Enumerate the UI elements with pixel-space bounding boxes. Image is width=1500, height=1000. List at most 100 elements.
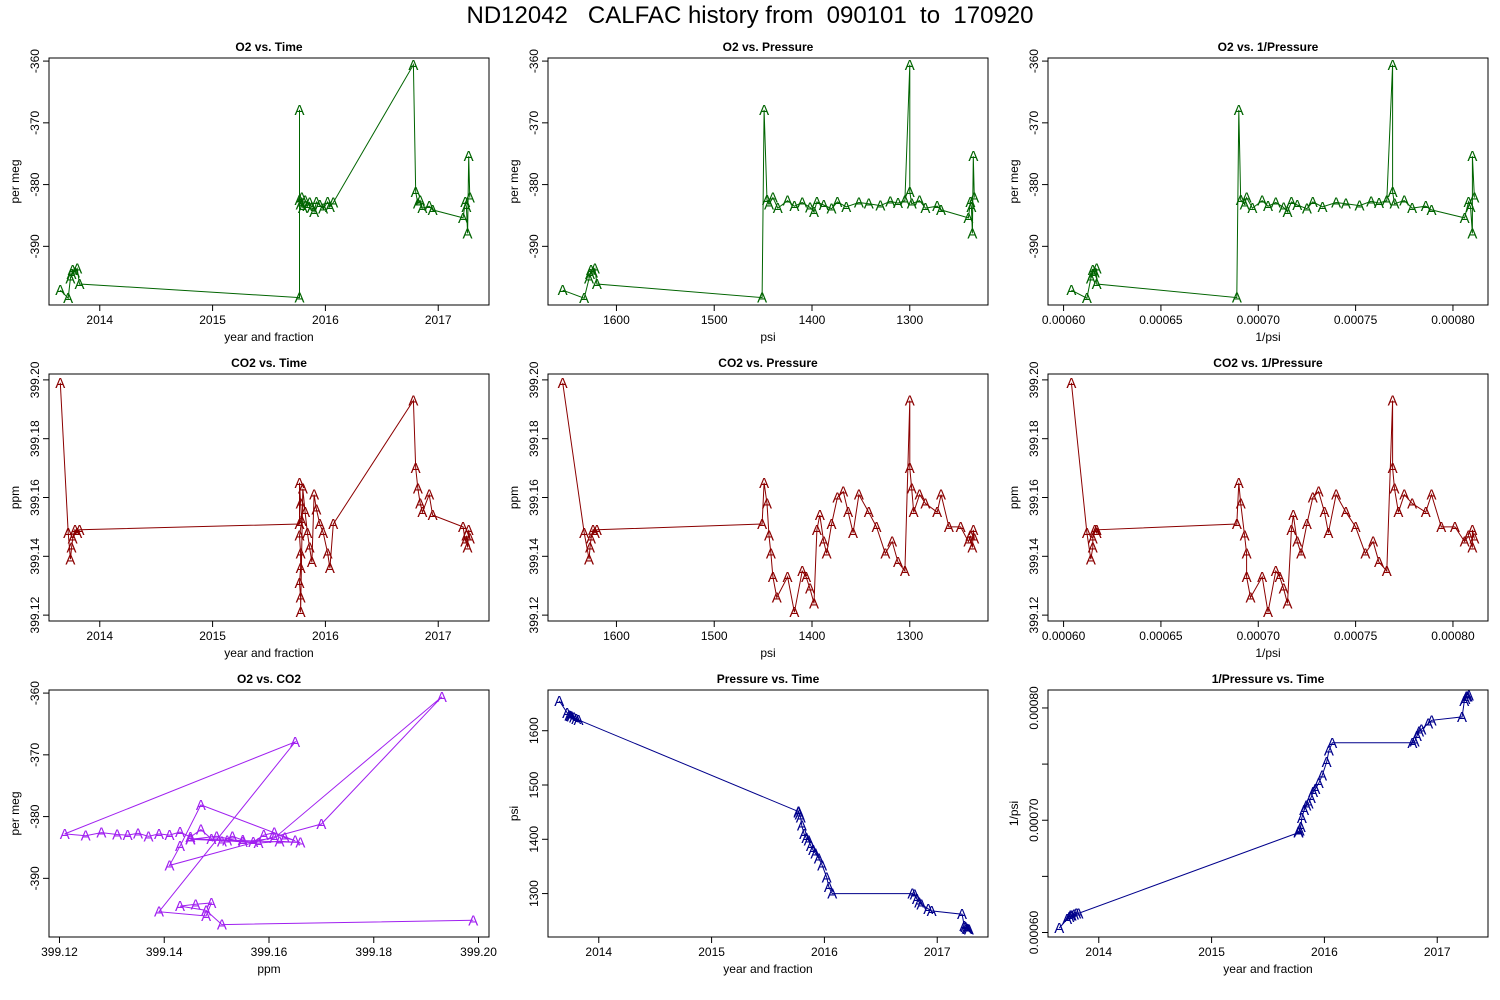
x-tick-label: 2017 xyxy=(924,945,951,959)
data-point-marker: A xyxy=(294,102,304,119)
data-point-marker: A xyxy=(1088,266,1098,283)
data-point-marker: A xyxy=(1317,767,1327,784)
data-point-marker: A xyxy=(1247,200,1257,217)
data-point-marker: A xyxy=(144,828,154,845)
y-tick-label: -370 xyxy=(527,111,541,135)
data-point-marker: A xyxy=(408,57,418,74)
data-point-marker: A xyxy=(907,481,917,498)
data-point-marker: A xyxy=(1464,194,1474,211)
data-point-marker: A xyxy=(1064,909,1074,926)
x-tick-label: 2015 xyxy=(1198,945,1225,959)
data-point-marker: A xyxy=(67,539,77,556)
data-point-marker: A xyxy=(579,290,589,307)
data-point-marker: A xyxy=(764,196,774,213)
data-point-marker: A xyxy=(1464,688,1474,705)
x-tick-label: 2014 xyxy=(86,313,113,327)
data-point-marker: A xyxy=(558,282,568,299)
data-point-marker: A xyxy=(302,198,312,215)
data-point-marker: A xyxy=(175,898,185,915)
y-tick-label: -370 xyxy=(1027,111,1041,135)
data-point-marker: A xyxy=(259,827,269,844)
data-point-marker: A xyxy=(1388,57,1398,74)
x-axis-label: year and fraction xyxy=(224,646,313,660)
data-point-marker: A xyxy=(290,833,300,850)
data-point-marker: A xyxy=(297,513,307,530)
data-point-marker: A xyxy=(1088,531,1098,548)
data-point-marker: A xyxy=(437,689,447,706)
data-point-marker: A xyxy=(969,531,979,548)
chart-panel: O2 vs. 1/Pressure 1/psi per meg 0.00060 0.00… xyxy=(1007,40,1489,344)
data-point-marker: A xyxy=(60,826,70,843)
data-point-marker: A xyxy=(461,528,471,545)
x-tick-label: 2016 xyxy=(312,313,339,327)
data-point-marker: A xyxy=(1467,539,1477,556)
data-point-marker: A xyxy=(296,604,306,621)
data-point-marker: A xyxy=(67,266,77,283)
data-point-marker: A xyxy=(311,501,321,518)
data-point-marker: A xyxy=(1092,525,1102,542)
data-point-marker: A xyxy=(305,539,315,556)
series-line xyxy=(558,700,970,930)
data-point-marker: A xyxy=(206,895,216,912)
data-point-marker: A xyxy=(133,825,143,842)
data-point-marker: A xyxy=(1464,528,1474,545)
chart-panel: O2 vs. CO2 ppm per meg 399.12 399.14 399.16 39… xyxy=(8,672,497,976)
x-tick-label: 2017 xyxy=(425,629,452,643)
data-point-marker: A xyxy=(294,528,304,545)
data-point-marker: A xyxy=(212,828,222,845)
data-point-marker: A xyxy=(315,197,325,214)
y-tick-label: 399.12 xyxy=(28,596,42,633)
data-point-marker: A xyxy=(1414,724,1424,741)
chart-title: CO2 vs. Pressure xyxy=(718,356,818,370)
data-point-marker: A xyxy=(269,830,279,847)
data-point-marker: A xyxy=(1427,712,1437,729)
x-tick-label: 0.00080 xyxy=(1431,629,1475,643)
data-point-marker: A xyxy=(586,262,596,279)
y-tick-label: 0.00070 xyxy=(1027,798,1041,842)
data-point-marker: A xyxy=(567,709,577,726)
data-point-marker: A xyxy=(465,190,475,207)
data-point-marker: A xyxy=(923,901,933,918)
y-tick-label: -380 xyxy=(1027,172,1041,196)
data-point-marker: A xyxy=(185,831,195,848)
data-point-marker: A xyxy=(827,201,837,218)
data-point-marker: A xyxy=(915,487,925,504)
data-point-marker: A xyxy=(65,270,75,287)
data-point-marker: A xyxy=(305,194,315,211)
data-point-marker: A xyxy=(920,495,930,512)
data-point-marker: A xyxy=(875,198,885,215)
data-point-marker: A xyxy=(1293,823,1303,840)
data-point-marker: A xyxy=(460,194,470,211)
data-point-marker: A xyxy=(1240,196,1250,213)
data-point-marker: A xyxy=(175,824,185,841)
data-point-marker: A xyxy=(966,199,976,216)
data-point-marker: A xyxy=(424,487,434,504)
data-point-marker: A xyxy=(1242,569,1252,586)
data-point-marker: A xyxy=(822,869,832,886)
data-point-marker: A xyxy=(1282,595,1292,612)
data-point-marker: A xyxy=(1374,554,1384,571)
y-tick-label: 0.00080 xyxy=(1027,686,1041,730)
data-point-marker: A xyxy=(1082,525,1092,542)
data-point-marker: A xyxy=(1407,200,1417,217)
data-point-marker: A xyxy=(1279,199,1289,216)
data-point-marker: A xyxy=(458,519,468,536)
data-point-marker: A xyxy=(1302,516,1312,533)
data-point-marker: A xyxy=(932,504,942,521)
data-point-marker: A xyxy=(797,818,807,835)
data-point-marker: A xyxy=(1460,691,1470,708)
data-point-marker: A xyxy=(564,708,574,725)
chart-panel: CO2 vs. Time year and fraction ppm 2014 2015… xyxy=(8,356,490,660)
data-point-marker: A xyxy=(762,192,772,209)
data-point-marker: A xyxy=(1467,148,1477,165)
x-tick-label: 0.00070 xyxy=(1237,313,1281,327)
y-tick-label: -370 xyxy=(28,743,42,767)
data-point-marker: A xyxy=(1450,519,1460,536)
data-point-marker: A xyxy=(562,705,572,722)
y-tick-label: 1400 xyxy=(527,826,541,853)
data-point-marker: A xyxy=(1421,504,1431,521)
data-point-marker: A xyxy=(175,838,185,855)
data-point-marker: A xyxy=(585,266,595,283)
data-point-marker: A xyxy=(814,850,824,867)
data-point-marker: A xyxy=(554,693,564,710)
